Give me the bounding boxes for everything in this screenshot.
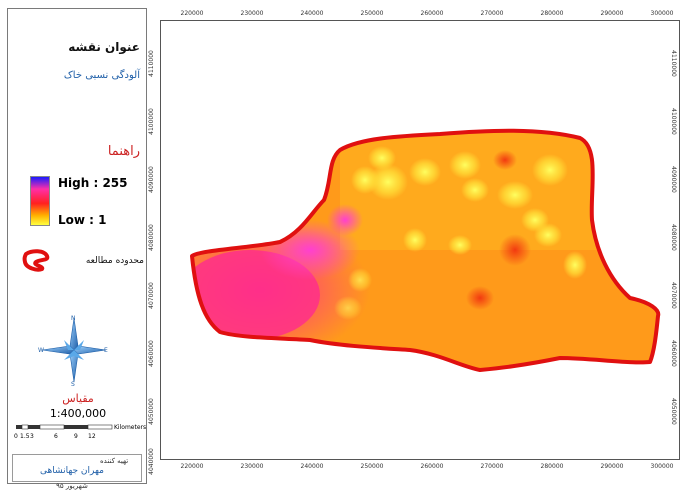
scale-unit: Kilometers	[114, 424, 146, 431]
y-tick-left: 4050000	[147, 398, 155, 425]
legend-panel	[7, 8, 147, 484]
x-tick-bottom: 220000	[180, 463, 204, 470]
x-tick-top: 270000	[480, 10, 504, 17]
x-tick-top: 230000	[240, 10, 264, 17]
legend-heading: راهنما	[107, 144, 140, 159]
scale-tick: 6	[54, 433, 58, 440]
x-tick-bottom: 300000	[650, 463, 674, 470]
scale-tick: 0	[14, 433, 18, 440]
scale-tick: 3	[30, 433, 34, 440]
color-ramp	[30, 176, 50, 226]
north-label: N	[71, 315, 76, 322]
scale-tick: 12	[88, 433, 96, 440]
author-box	[12, 454, 142, 482]
y-tick-left: 4080000	[147, 224, 155, 251]
map-subtitle: آلودگی نسبی خاک	[63, 70, 140, 81]
scale-ratio: 1:400,000	[49, 407, 107, 420]
date-label: شهریور ۹۵	[56, 482, 88, 490]
y-tick-left: 4110000	[147, 50, 155, 77]
east-label: E	[104, 347, 108, 354]
x-tick-bottom: 240000	[300, 463, 324, 470]
scale-tick: 1.5	[20, 433, 30, 440]
x-tick-bottom: 290000	[600, 463, 624, 470]
author-name: مهران جهانشاهی	[40, 466, 104, 476]
scale-heading: مقیاس	[62, 392, 94, 405]
y-tick-left: 4090000	[147, 166, 155, 193]
map-title: عنوان نقشه	[68, 40, 140, 54]
x-tick-bottom: 270000	[480, 463, 504, 470]
x-tick-bottom: 230000	[240, 463, 264, 470]
x-tick-bottom: 280000	[540, 463, 564, 470]
x-tick-top: 220000	[180, 10, 204, 17]
raster-layer	[192, 130, 659, 370]
study-area-symbol-icon	[22, 249, 50, 272]
x-tick-top: 240000	[300, 10, 324, 17]
x-tick-bottom: 260000	[420, 463, 444, 470]
west-label: W	[38, 347, 44, 354]
scale-tick: 9	[74, 433, 78, 440]
y-tick-left: 4070000	[147, 282, 155, 309]
compass-rose-icon: N S E W	[38, 315, 108, 386]
x-tick-bottom: 250000	[360, 463, 384, 470]
pollution-map	[190, 128, 661, 372]
scale-bar: Kilometers 0 1.5 3 6 9 12	[14, 424, 146, 440]
ramp-low-label: Low : 1	[58, 213, 107, 227]
x-tick-top: 250000	[360, 10, 384, 17]
y-tick-left: 4100000	[147, 108, 155, 135]
y-tick-left: 4060000	[147, 340, 155, 367]
y-tick-left: 4040000	[147, 448, 155, 475]
x-tick-top: 280000	[540, 10, 564, 17]
x-tick-top: 300000	[650, 10, 674, 17]
study-area-label: محدوده مطالعه	[85, 256, 144, 266]
author-caption: تهیه کننده	[100, 457, 129, 465]
x-tick-top: 260000	[420, 10, 444, 17]
x-tick-top: 290000	[600, 10, 624, 17]
ramp-high-label: High : 255	[58, 176, 128, 190]
south-label: S	[71, 381, 75, 386]
